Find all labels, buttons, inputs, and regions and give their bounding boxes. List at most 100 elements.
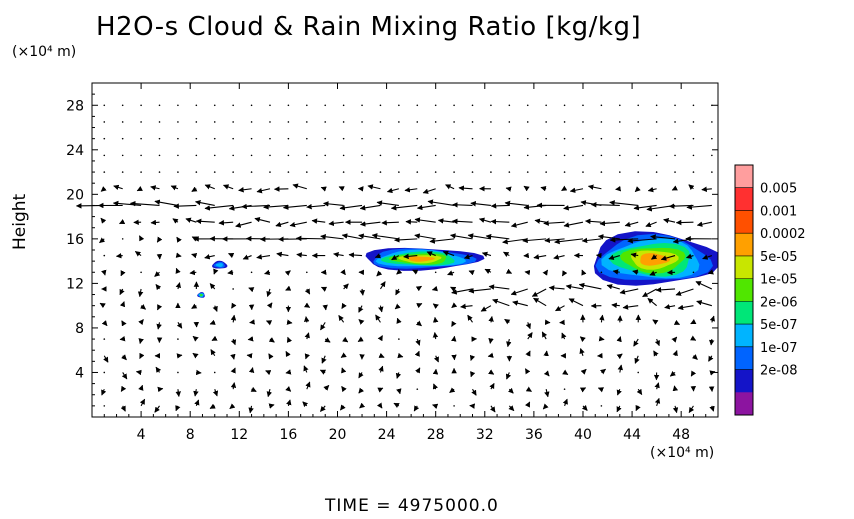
wind-arrow <box>470 201 491 207</box>
wind-arrow <box>696 221 712 227</box>
wind-arrow <box>510 221 528 228</box>
wind-arrow <box>218 220 234 226</box>
wind-arrow <box>563 204 584 211</box>
wind-arrow <box>414 217 436 223</box>
wind-arrow <box>191 303 198 309</box>
wind-dot <box>158 137 161 140</box>
wind-dot <box>416 171 419 173</box>
wind-arrow <box>138 235 145 242</box>
wind-dot <box>342 137 345 140</box>
wind-dot <box>103 371 106 374</box>
wind-arrow <box>445 184 455 190</box>
wind-arrow <box>432 316 439 323</box>
wind-arrow <box>432 331 439 340</box>
wind-arrow <box>485 233 510 240</box>
wind-dot <box>195 137 198 140</box>
wind-arrow <box>624 221 639 228</box>
wind-dot <box>306 121 308 123</box>
wind-dot <box>637 121 640 123</box>
wind-arrow <box>238 187 252 193</box>
wind-arrow <box>285 285 292 291</box>
wind-arrow <box>597 234 620 240</box>
wind-arrow <box>432 303 439 309</box>
colorbar-swatch-8 <box>735 346 753 371</box>
wind-arrow <box>230 353 236 360</box>
wind-dot <box>398 104 400 107</box>
wind-dot <box>177 104 179 107</box>
wind-arrow <box>172 218 179 224</box>
wind-dot <box>232 288 234 290</box>
wind-dot <box>600 271 603 274</box>
wind-dot <box>600 121 603 123</box>
colorbar-swatch-3 <box>735 233 753 257</box>
wind-arrow <box>395 288 401 296</box>
wind-arrow <box>121 372 128 380</box>
x-tick-label: 48 <box>672 427 690 443</box>
wind-arrow <box>342 283 349 290</box>
wind-arrow <box>432 383 439 390</box>
colorbar-swatch-0 <box>735 165 753 189</box>
wind-arrow <box>286 336 293 343</box>
wind-dot <box>269 104 271 107</box>
wind-dot <box>342 104 345 107</box>
wind-arrow <box>266 288 272 297</box>
wind-dot <box>655 121 658 123</box>
wind-arrow <box>338 186 345 192</box>
wind-arrow <box>358 305 364 313</box>
wind-arrow <box>321 355 327 364</box>
wind-arrow <box>204 184 215 190</box>
wind-dot <box>158 171 161 173</box>
wind-arrow <box>619 288 639 295</box>
wind-dot <box>379 154 382 157</box>
wind-arrow <box>636 388 643 395</box>
wind-arrow <box>569 187 584 193</box>
wind-arrow <box>394 237 418 243</box>
wind-arrow <box>286 319 293 325</box>
wind-arrow <box>136 186 143 192</box>
wind-arrow <box>469 354 476 361</box>
wind-arrow <box>415 338 421 346</box>
wind-arrow <box>492 298 510 307</box>
wind-arrow <box>119 288 125 296</box>
colorbar-swatch-9 <box>735 369 753 393</box>
wind-arrow <box>306 203 326 210</box>
wind-arrow <box>320 322 326 331</box>
wind-dot <box>213 371 216 374</box>
wind-dot <box>692 154 695 157</box>
wind-arrow <box>191 186 198 192</box>
wind-arrow <box>195 199 215 207</box>
colorbar-label: 1e-07 <box>760 341 798 356</box>
wind-dot <box>453 121 455 123</box>
wind-arrow <box>675 288 694 296</box>
wind-arrow <box>686 204 712 210</box>
wind-dot <box>582 171 584 173</box>
wind-arrow <box>616 353 623 360</box>
wind-arrow <box>451 218 473 225</box>
wind-dot <box>582 121 584 123</box>
wind-arrow <box>688 184 695 191</box>
wind-arrow <box>99 302 106 309</box>
wind-arrow <box>228 253 235 259</box>
wind-arrow <box>231 302 237 309</box>
wind-arrow <box>504 318 511 325</box>
wind-arrow <box>616 405 622 413</box>
wind-arrow <box>616 388 622 396</box>
wind-arrow <box>241 203 271 210</box>
wind-dot <box>361 121 363 123</box>
wind-dot <box>232 137 234 140</box>
wind-arrow <box>690 335 697 341</box>
wind-dot <box>398 154 400 157</box>
cloud-contour-2-3 <box>215 263 223 267</box>
wind-arrow <box>470 371 476 378</box>
wind-arrow <box>433 355 439 363</box>
wind-dot <box>103 254 106 257</box>
wind-dot <box>637 371 640 374</box>
wind-arrow <box>555 305 565 312</box>
wind-arrow <box>654 382 660 390</box>
wind-arrow <box>633 338 639 347</box>
x-tick-label: 20 <box>329 427 347 443</box>
wind-dot <box>121 154 124 157</box>
wind-arrow <box>525 322 531 330</box>
wind-arrow <box>285 385 292 392</box>
wind-dot <box>637 154 640 157</box>
